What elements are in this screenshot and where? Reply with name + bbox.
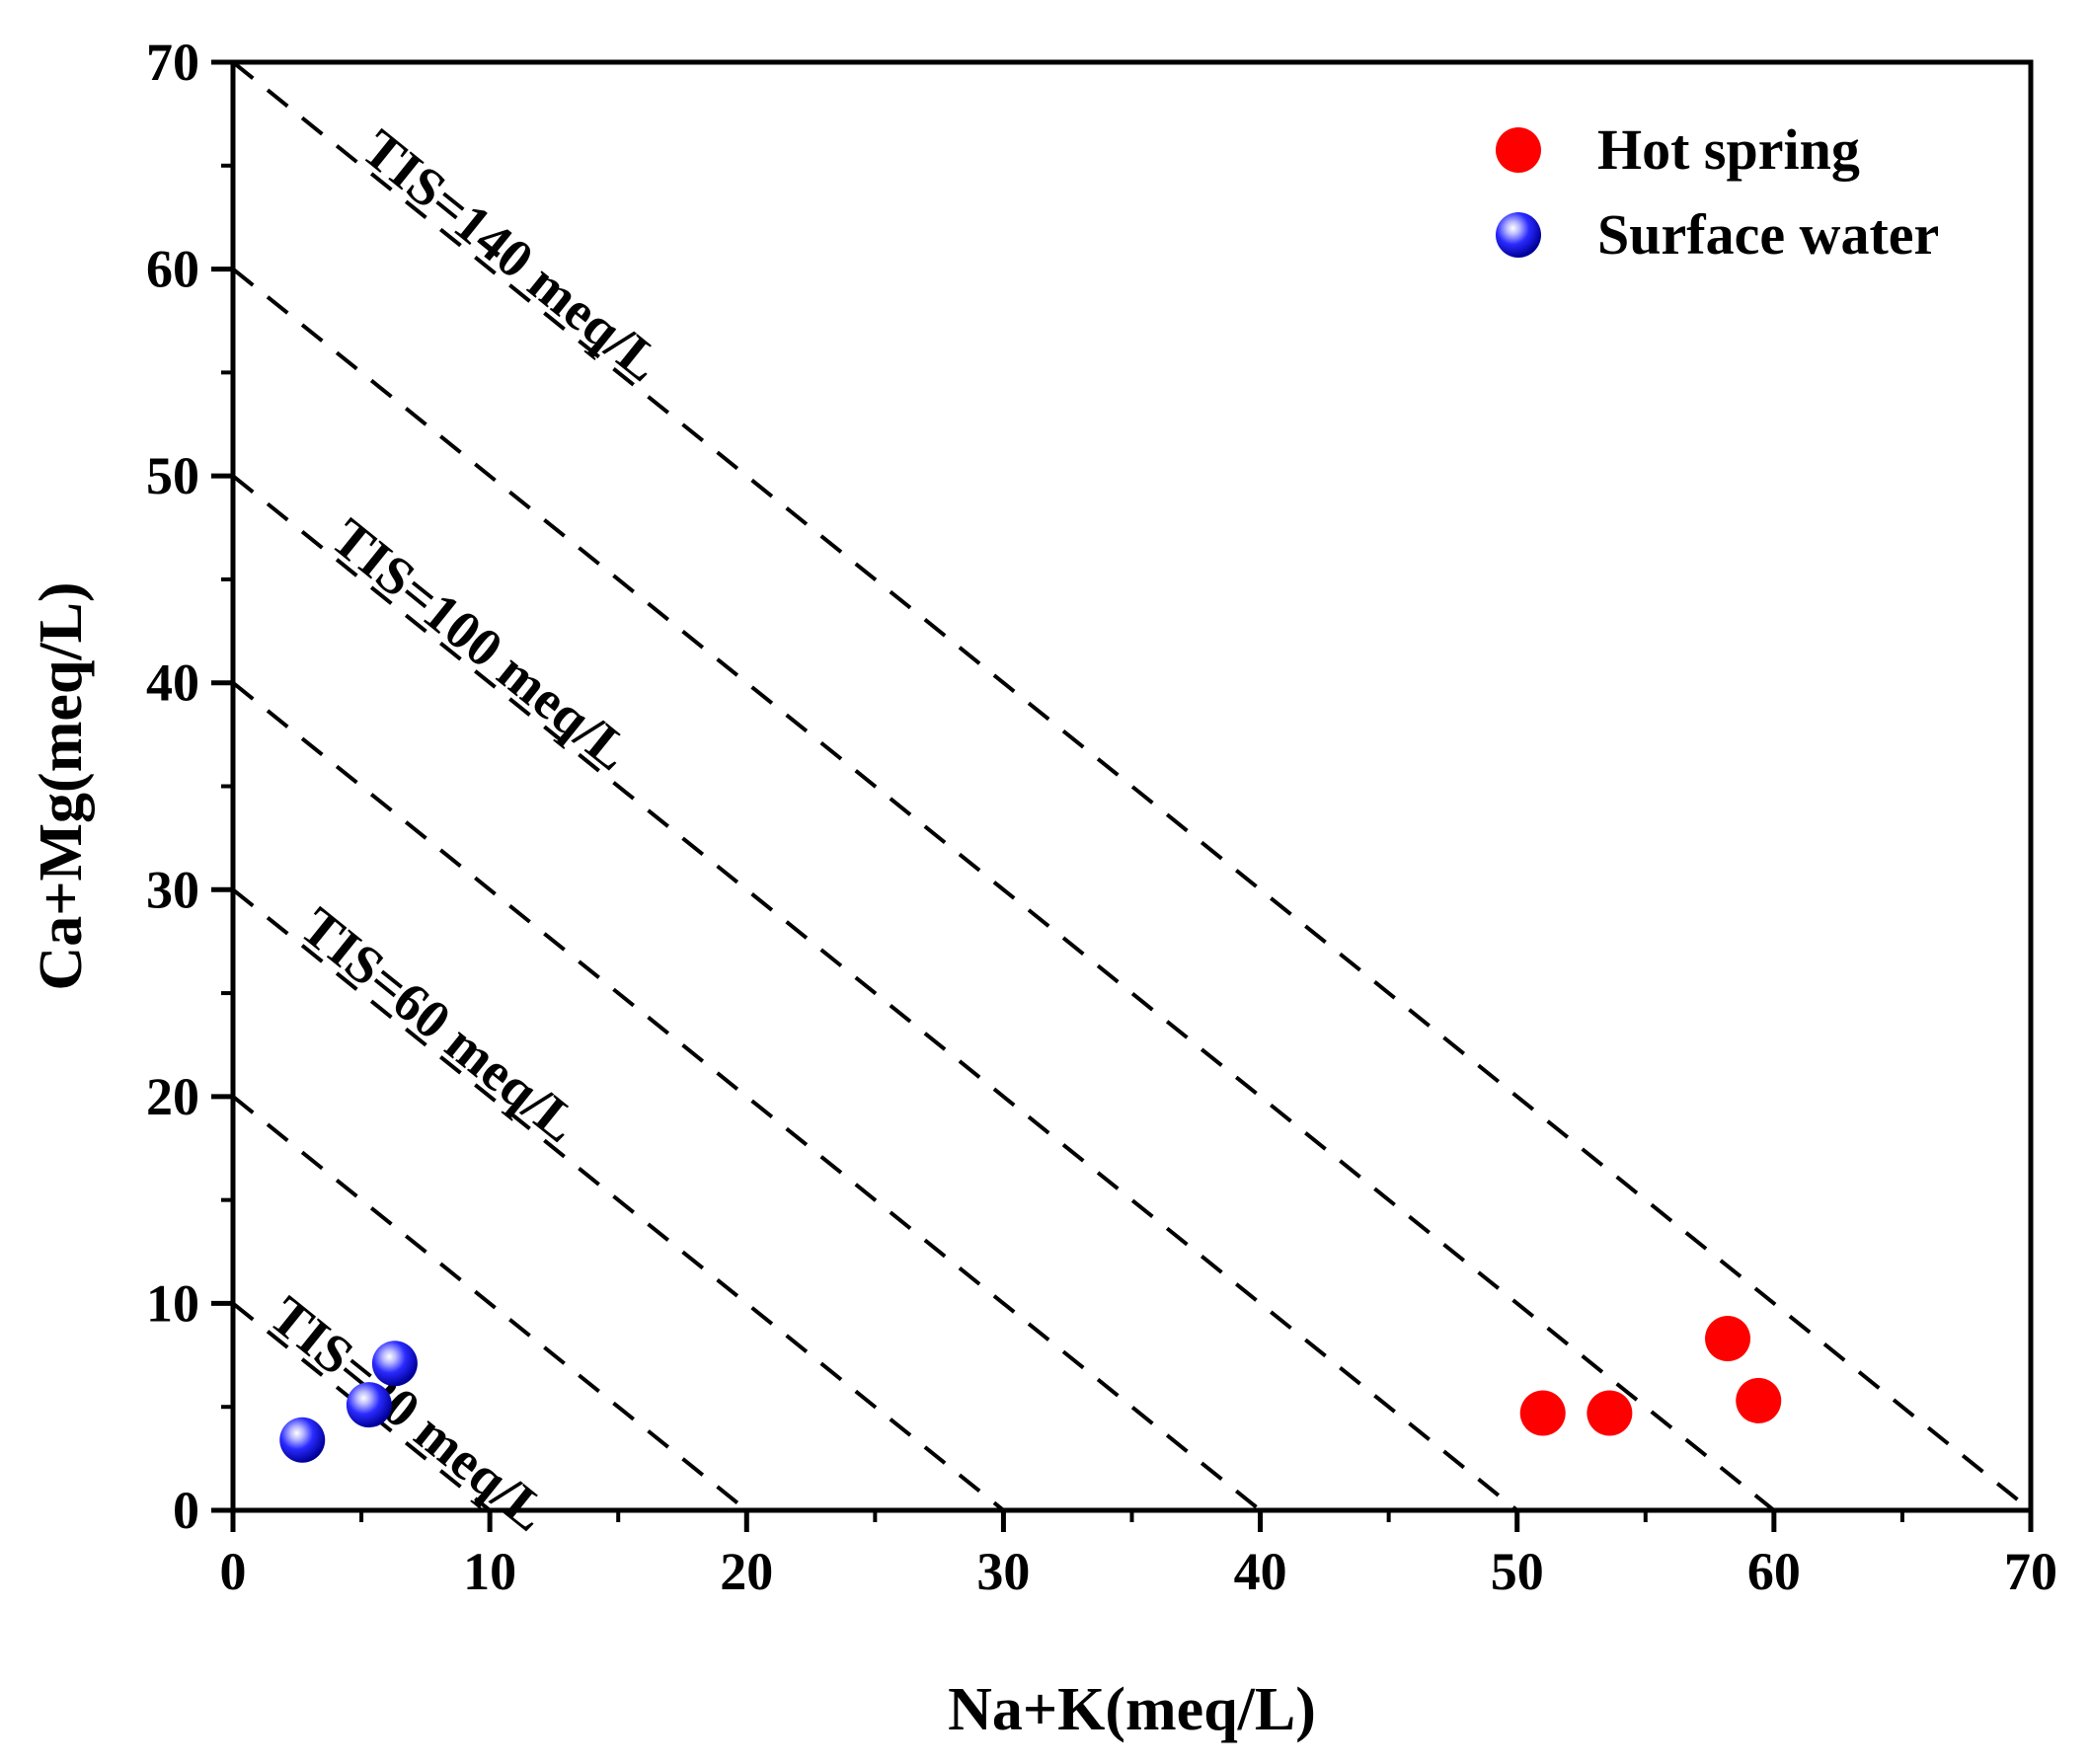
y-tick-label: 60	[146, 240, 199, 299]
x-tick-label: 20	[720, 1542, 773, 1601]
surface-water-point	[371, 1341, 418, 1387]
x-tick-label: 50	[1491, 1542, 1544, 1601]
isoline-tis-140	[233, 62, 2031, 1510]
legend: Hot spring Surface water	[1496, 117, 1939, 267]
axis-ticks: 0 10 20 30 40 50 60 70 0 10 20 30 40 50 60 70	[146, 33, 2057, 1601]
y-tick-label: 0	[173, 1481, 199, 1540]
x-tick-label: 10	[463, 1542, 516, 1601]
legend-label: Surface water	[1597, 202, 1939, 267]
y-tick-label: 30	[146, 860, 199, 919]
x-tick-label: 60	[1747, 1542, 1801, 1601]
isoline-tis-20	[233, 1301, 492, 1510]
isoline-tis-60	[233, 887, 1005, 1510]
hot-spring-point	[1705, 1316, 1751, 1362]
isoline-label-tis-100: TIS=100 meq/L	[321, 506, 643, 782]
isoline-label-tis-140: TIS=140 meq/L	[351, 117, 673, 393]
legend-label: Hot spring	[1597, 117, 1860, 182]
y-tick-label: 20	[146, 1067, 199, 1126]
x-axis-title: Na+K(meq/L)	[948, 1676, 1316, 1743]
y-tick-label: 70	[146, 33, 199, 92]
x-tick-label: 70	[2004, 1542, 2057, 1601]
x-tick-label: 0	[220, 1542, 247, 1601]
legend-hot-spring-marker	[1496, 127, 1541, 173]
y-tick-label: 10	[146, 1273, 199, 1333]
legend-surface-water-marker	[1496, 212, 1541, 258]
hot-spring-point	[1736, 1377, 1782, 1423]
hot-spring-point	[1519, 1390, 1566, 1436]
surface-water-point	[346, 1382, 392, 1428]
y-tick-label: 50	[146, 446, 199, 505]
y-axis-title: Ca+Mg(meq/L)	[28, 581, 95, 990]
isoline-tis-40	[233, 1095, 748, 1510]
hot-spring-point	[1587, 1390, 1633, 1436]
surface-water-point	[279, 1417, 326, 1463]
isoline-tis-120	[233, 268, 1776, 1510]
x-tick-label: 40	[1234, 1542, 1287, 1601]
tis-isolines	[233, 62, 2031, 1510]
isoline-tis-100	[233, 474, 1518, 1510]
data-points	[279, 1316, 1782, 1463]
y-tick-label: 40	[146, 653, 199, 713]
x-tick-label: 30	[976, 1542, 1030, 1601]
